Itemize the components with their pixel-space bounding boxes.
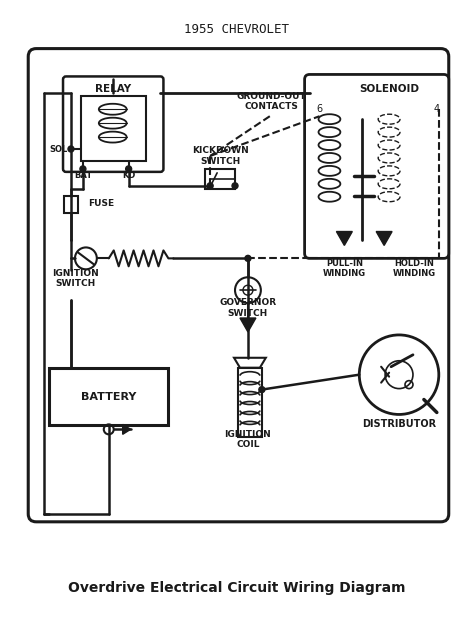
Text: FUSE: FUSE <box>88 199 114 208</box>
Text: BATTERY: BATTERY <box>81 392 137 401</box>
Text: 6: 6 <box>317 104 323 114</box>
Text: DISTRIBUTOR: DISTRIBUTOR <box>362 419 436 429</box>
Polygon shape <box>376 231 392 246</box>
Circle shape <box>207 183 213 189</box>
Circle shape <box>80 166 86 172</box>
FancyBboxPatch shape <box>305 74 449 258</box>
Text: GROUND-OUT
CONTACTS: GROUND-OUT CONTACTS <box>237 92 307 111</box>
Circle shape <box>259 387 265 392</box>
Polygon shape <box>123 424 131 435</box>
FancyBboxPatch shape <box>63 76 164 172</box>
Text: SOLENOID: SOLENOID <box>359 85 419 94</box>
Text: GOVERNOR
SWITCH: GOVERNOR SWITCH <box>219 298 276 318</box>
Bar <box>81 96 146 161</box>
Circle shape <box>359 335 439 415</box>
Text: KICKDOWN
SWITCH: KICKDOWN SWITCH <box>191 146 248 165</box>
Circle shape <box>232 183 238 189</box>
Text: IGNITION
SWITCH: IGNITION SWITCH <box>53 269 100 288</box>
Text: 1955 CHEVROLET: 1955 CHEVROLET <box>184 23 290 36</box>
Text: Overdrive Electrical Circuit Wiring Diagram: Overdrive Electrical Circuit Wiring Diag… <box>68 581 406 595</box>
Bar <box>49 368 168 426</box>
Text: BAT: BAT <box>74 171 92 180</box>
Bar <box>238 368 262 437</box>
Circle shape <box>126 166 132 172</box>
Text: IGNITION
COIL: IGNITION COIL <box>225 429 271 449</box>
Text: 4: 4 <box>434 104 440 114</box>
Circle shape <box>68 146 74 152</box>
Circle shape <box>245 255 251 262</box>
Text: SOL: SOL <box>49 144 67 153</box>
Text: RELAY: RELAY <box>95 85 131 94</box>
Polygon shape <box>240 318 256 332</box>
Text: KD: KD <box>122 171 135 180</box>
Polygon shape <box>337 231 352 246</box>
Polygon shape <box>234 358 266 368</box>
Text: HOLD-IN
WINDING: HOLD-IN WINDING <box>392 258 436 278</box>
Text: PULL-IN
WINDING: PULL-IN WINDING <box>323 258 366 278</box>
Bar <box>64 196 78 213</box>
Bar <box>205 169 235 189</box>
